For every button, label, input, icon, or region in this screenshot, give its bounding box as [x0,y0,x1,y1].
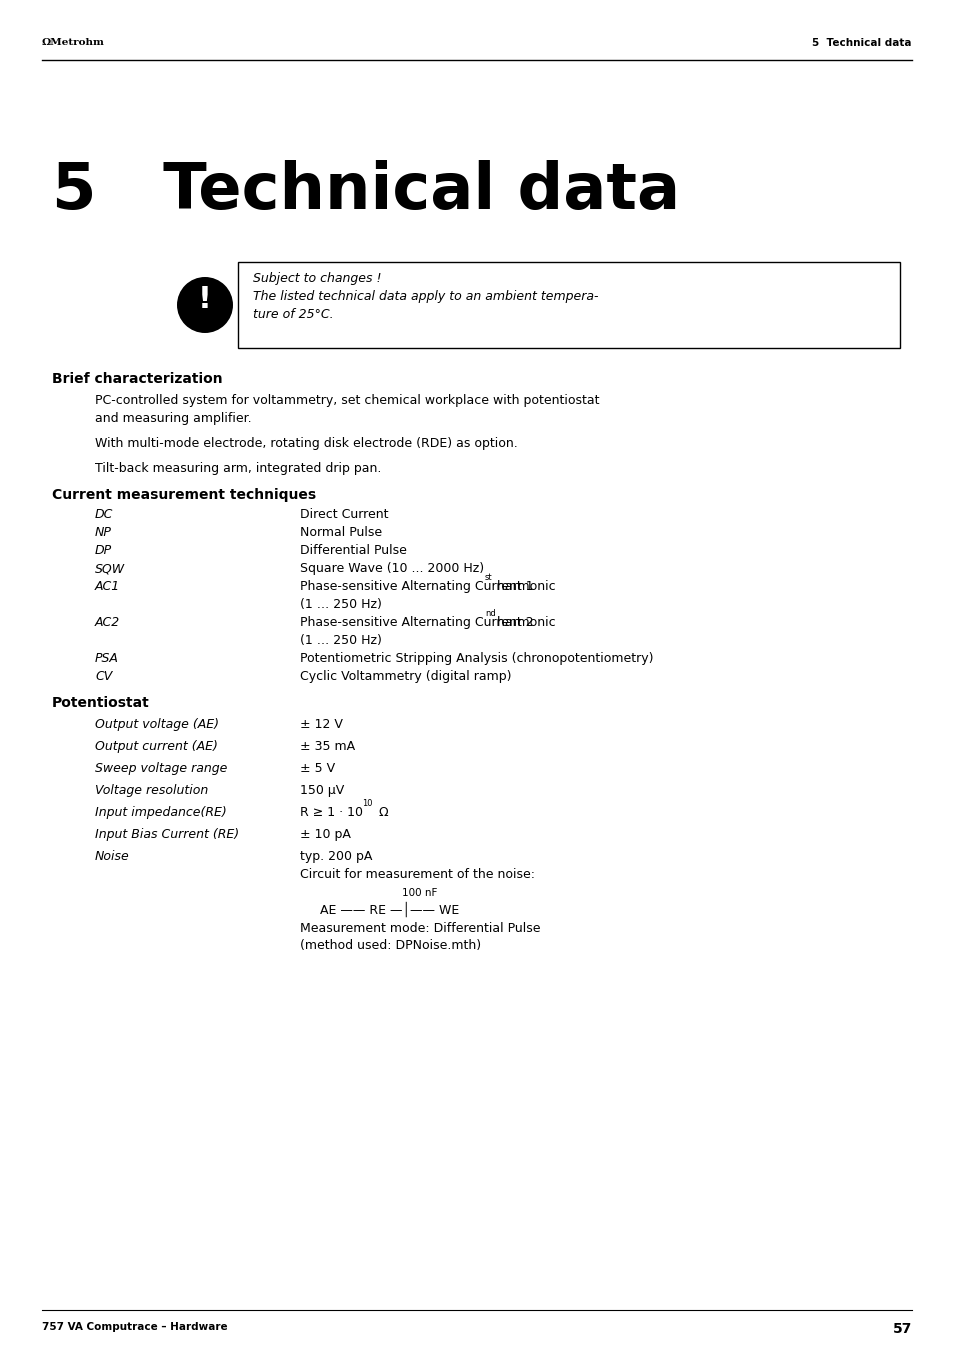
Text: DC: DC [95,508,113,521]
Text: 757 VA Computrace – Hardware: 757 VA Computrace – Hardware [42,1323,228,1332]
Text: Potentiostat: Potentiostat [52,696,150,711]
Text: st: st [484,573,492,582]
Text: Sweep voltage range: Sweep voltage range [95,762,227,775]
Text: Input impedance(RE): Input impedance(RE) [95,807,227,819]
Text: Brief characterization: Brief characterization [52,372,222,386]
Text: 57: 57 [892,1323,911,1336]
Text: ± 35 mA: ± 35 mA [299,740,355,753]
Text: Differential Pulse: Differential Pulse [299,544,406,557]
Text: ture of 25°C.: ture of 25°C. [253,308,334,322]
Text: 5  Technical data: 5 Technical data [812,38,911,49]
Text: Circuit for measurement of the noise:: Circuit for measurement of the noise: [299,867,535,881]
Text: Square Wave (10 ... 2000 Hz): Square Wave (10 ... 2000 Hz) [299,562,483,576]
Circle shape [177,277,233,332]
Text: ΩMetrohm: ΩMetrohm [42,38,105,47]
Text: CV: CV [95,670,112,684]
Text: Normal Pulse: Normal Pulse [299,526,382,539]
Text: Subject to changes !: Subject to changes ! [253,272,381,285]
Text: Output voltage (AE): Output voltage (AE) [95,717,219,731]
Text: Current measurement techniques: Current measurement techniques [52,488,315,503]
Text: !: ! [198,285,212,315]
Text: and measuring amplifier.: and measuring amplifier. [95,412,252,426]
Text: Direct Current: Direct Current [299,508,388,521]
Bar [237,262,899,349]
Text: Voltage resolution: Voltage resolution [95,784,208,797]
Text: PC-controlled system for voltammetry, set chemical workplace with potentiostat: PC-controlled system for voltammetry, se… [95,394,598,407]
Text: AE —— RE —│—— WE: AE —— RE —│—— WE [319,902,458,917]
Text: typ. 200 pA: typ. 200 pA [299,850,372,863]
Text: ± 5 V: ± 5 V [299,762,335,775]
Text: 10: 10 [361,798,372,808]
Text: Ω: Ω [375,807,388,819]
Text: Cyclic Voltammetry (digital ramp): Cyclic Voltammetry (digital ramp) [299,670,511,684]
Text: R ≥ 1 · 10: R ≥ 1 · 10 [299,807,363,819]
Text: ± 12 V: ± 12 V [299,717,342,731]
Text: (1 … 250 Hz): (1 … 250 Hz) [299,634,381,647]
Text: Output current (AE): Output current (AE) [95,740,217,753]
Text: Measurement mode: Differential Pulse: Measurement mode: Differential Pulse [299,921,540,935]
Text: Phase-sensitive Alternating Current 2: Phase-sensitive Alternating Current 2 [299,616,533,630]
Text: (method used: DPNoise.mth): (method used: DPNoise.mth) [299,939,480,952]
Text: harmonic: harmonic [493,616,555,630]
Text: Noise: Noise [95,850,130,863]
Text: ± 10 pA: ± 10 pA [299,828,351,842]
Text: (1 … 250 Hz): (1 … 250 Hz) [299,598,381,611]
Text: The listed technical data apply to an ambient tempera-: The listed technical data apply to an am… [253,290,598,303]
Text: Tilt-back measuring arm, integrated drip pan.: Tilt-back measuring arm, integrated drip… [95,462,381,476]
Text: Phase-sensitive Alternating Current 1: Phase-sensitive Alternating Current 1 [299,580,533,593]
Text: PSA: PSA [95,653,119,665]
Text: NP: NP [95,526,112,539]
Text: DP: DP [95,544,112,557]
Text: 5   Technical data: 5 Technical data [52,159,679,222]
Text: AC1: AC1 [95,580,120,593]
Text: With multi-mode electrode, rotating disk electrode (RDE) as option.: With multi-mode electrode, rotating disk… [95,436,517,450]
Text: AC2: AC2 [95,616,120,630]
Text: harmonic: harmonic [493,580,555,593]
Text: SQW: SQW [95,562,125,576]
Text: nd: nd [484,609,496,617]
Text: Potentiometric Stripping Analysis (chronopotentiometry): Potentiometric Stripping Analysis (chron… [299,653,653,665]
Text: Input Bias Current (RE): Input Bias Current (RE) [95,828,239,842]
Text: 150 μV: 150 μV [299,784,344,797]
Text: 100 nF: 100 nF [402,888,437,898]
